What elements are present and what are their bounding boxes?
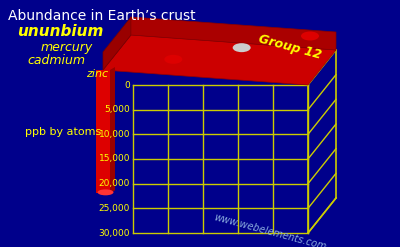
Text: Abundance in Earth’s crust: Abundance in Earth’s crust — [8, 9, 196, 23]
Ellipse shape — [301, 32, 319, 41]
Text: 0: 0 — [124, 81, 130, 89]
Text: 15,000: 15,000 — [98, 155, 130, 164]
Polygon shape — [131, 17, 336, 50]
Text: zinc: zinc — [86, 69, 108, 79]
Polygon shape — [103, 17, 131, 70]
Text: Group 12: Group 12 — [257, 32, 323, 62]
Text: 10,000: 10,000 — [98, 130, 130, 139]
Text: 5,000: 5,000 — [104, 105, 130, 114]
Ellipse shape — [233, 43, 251, 52]
Text: cadmium: cadmium — [27, 55, 85, 67]
Ellipse shape — [98, 189, 114, 195]
Text: www.webelements.com: www.webelements.com — [213, 212, 327, 247]
Ellipse shape — [164, 55, 182, 64]
Text: mercury: mercury — [41, 41, 93, 55]
Text: 30,000: 30,000 — [98, 228, 130, 238]
Text: 25,000: 25,000 — [99, 204, 130, 213]
Polygon shape — [103, 35, 336, 85]
Text: ppb by atoms: ppb by atoms — [25, 127, 101, 137]
Text: 20,000: 20,000 — [99, 179, 130, 188]
Text: ununbium: ununbium — [17, 24, 103, 40]
Polygon shape — [96, 70, 110, 193]
Polygon shape — [110, 67, 115, 193]
